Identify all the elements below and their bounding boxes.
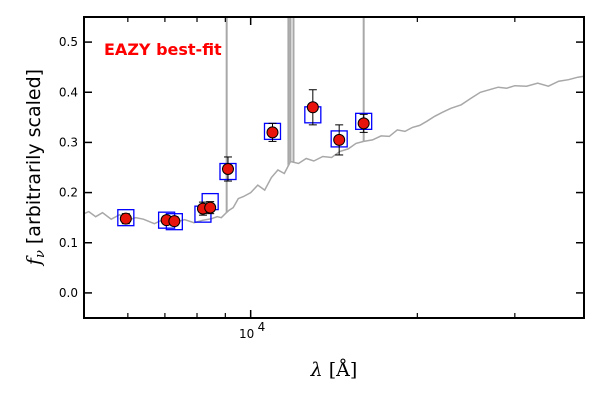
svg-text:fν [arbitrarily scaled]: fν [arbitrarily scaled]: [23, 69, 48, 267]
axes-layer: 0.0 0.1 0.2 0.3 0.4 0.5 10 4: [59, 17, 584, 341]
observed-point-6: [266, 126, 279, 139]
observed-point-8: [333, 133, 346, 146]
eazy-annotation: EAZY best-fit: [104, 40, 222, 59]
plot-frame: [83, 16, 585, 319]
observed-point-0: [119, 212, 132, 225]
y-tick-label-1: 0.1: [59, 236, 78, 250]
y-tick-label-3: 0.3: [59, 135, 78, 149]
y-axis-label: fν [arbitrarily scaled]: [23, 69, 48, 267]
observed-point-2: [168, 215, 181, 228]
observed-point-5: [221, 163, 234, 176]
observed-point-4: [204, 201, 217, 214]
observed-point-7: [306, 101, 319, 114]
model-box-0: [117, 209, 135, 227]
x-axis-unit: [Å]: [323, 359, 358, 381]
template-spectrum: [83, 75, 585, 225]
observed-point-9: [357, 117, 370, 130]
y-tick-label-5: 0.5: [59, 35, 78, 49]
x-axis-label: λ [Å]: [310, 359, 358, 381]
x-tick-label-0: 10: [239, 327, 254, 341]
y-tick-label-4: 0.4: [59, 85, 78, 99]
y-axis-text: [arbitrarily scaled]: [23, 69, 45, 250]
y-tick-label-0: 0.0: [59, 286, 78, 300]
y-tick-label-2: 0.2: [59, 186, 78, 200]
y-axis-subscript: ν: [33, 250, 48, 258]
x-tick-label-exponent-0: 4: [258, 320, 266, 334]
plot-layer: [83, 17, 585, 231]
x-axis-symbol: λ: [310, 359, 323, 381]
svg-text:λ [Å]: λ [Å]: [310, 359, 358, 381]
y-axis-symbol: f: [23, 255, 45, 267]
